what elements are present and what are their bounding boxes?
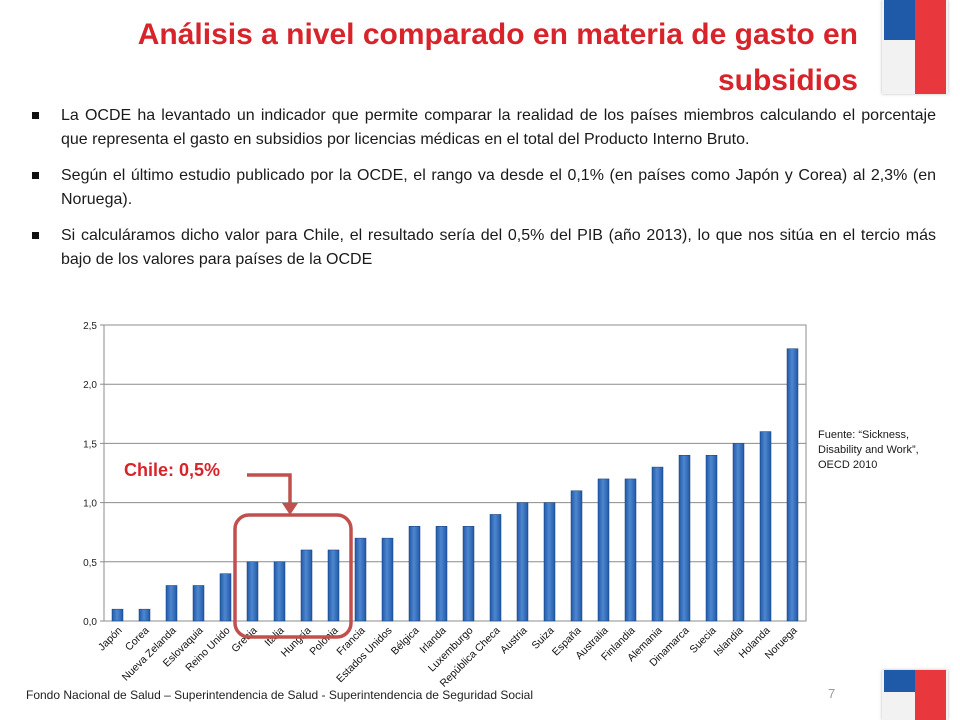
bar bbox=[435, 526, 448, 622]
footer-text: Fondo Nacional de Salud – Superintendenc… bbox=[26, 688, 534, 702]
callout-arrow bbox=[247, 473, 292, 505]
bar bbox=[624, 478, 637, 622]
bullet-item: Según el último estudio publicado por la… bbox=[32, 164, 936, 212]
slide-title: Análisis a nivel comparado en materia de… bbox=[60, 12, 858, 104]
bar bbox=[246, 561, 259, 622]
x-tick-label: Austria bbox=[498, 625, 530, 657]
bar bbox=[678, 454, 691, 622]
highlight-box bbox=[233, 513, 353, 639]
chile-flag-icon bbox=[882, 670, 948, 720]
bar bbox=[759, 431, 772, 622]
bar bbox=[273, 561, 286, 622]
x-tick-label: Bélgica bbox=[389, 625, 422, 658]
y-tick-label: 1,5 bbox=[83, 439, 97, 450]
bullet-text: Según el último estudio publicado por la… bbox=[61, 167, 936, 208]
bar bbox=[300, 549, 313, 622]
bar bbox=[111, 608, 124, 622]
bullet-item: Si calculáramos dicho valor para Chile, … bbox=[32, 224, 936, 272]
y-tick-label: 2,5 bbox=[83, 321, 97, 332]
page-number: 7 bbox=[828, 686, 836, 701]
bullet-square-icon bbox=[32, 172, 39, 179]
slide-title-line1: Análisis a nivel comparado en materia de… bbox=[137, 18, 858, 51]
callout-arrow-head bbox=[282, 503, 298, 515]
bar bbox=[786, 348, 799, 622]
x-tick-label: Japón bbox=[96, 625, 125, 654]
bar bbox=[138, 608, 151, 622]
bar bbox=[570, 490, 583, 622]
source-note: Fuente: “Sickness, Disability and Work”,… bbox=[818, 429, 919, 471]
bar bbox=[165, 585, 178, 622]
bar bbox=[516, 502, 529, 622]
bar bbox=[543, 502, 556, 622]
bullet-square-icon bbox=[32, 112, 39, 119]
bar bbox=[354, 537, 367, 622]
bullet-list: La OCDE ha levantado un indicador que pe… bbox=[32, 104, 936, 284]
bar bbox=[651, 466, 664, 622]
slide-title-line2: subsidios bbox=[717, 64, 858, 97]
bar bbox=[489, 514, 502, 622]
y-tick-label: 1,0 bbox=[83, 499, 97, 510]
bullet-text: La OCDE ha levantado un indicador que pe… bbox=[61, 107, 936, 148]
bar bbox=[408, 526, 421, 622]
bullet-item: La OCDE ha levantado un indicador que pe… bbox=[32, 104, 936, 152]
bar bbox=[462, 526, 475, 622]
bar bbox=[732, 443, 745, 622]
bar bbox=[705, 454, 718, 622]
chile-callout: Chile: 0,5% bbox=[124, 460, 221, 480]
y-tick-label: 0,0 bbox=[83, 617, 97, 628]
bar bbox=[597, 478, 610, 622]
x-tick-label: Grecia bbox=[229, 625, 259, 655]
bar bbox=[381, 537, 394, 622]
bullet-text: Si calculáramos dicho valor para Chile, … bbox=[61, 227, 936, 268]
y-tick-label: 2,0 bbox=[83, 380, 97, 391]
x-tick-label: Hungría bbox=[279, 625, 314, 660]
bar bbox=[219, 573, 232, 622]
bar bbox=[327, 549, 340, 622]
bar bbox=[192, 585, 205, 622]
bullet-square-icon bbox=[32, 232, 39, 239]
y-tick-label: 0,5 bbox=[83, 558, 97, 569]
x-tick-label: Polonia bbox=[307, 625, 340, 658]
chile-flag-icon bbox=[882, 0, 948, 94]
